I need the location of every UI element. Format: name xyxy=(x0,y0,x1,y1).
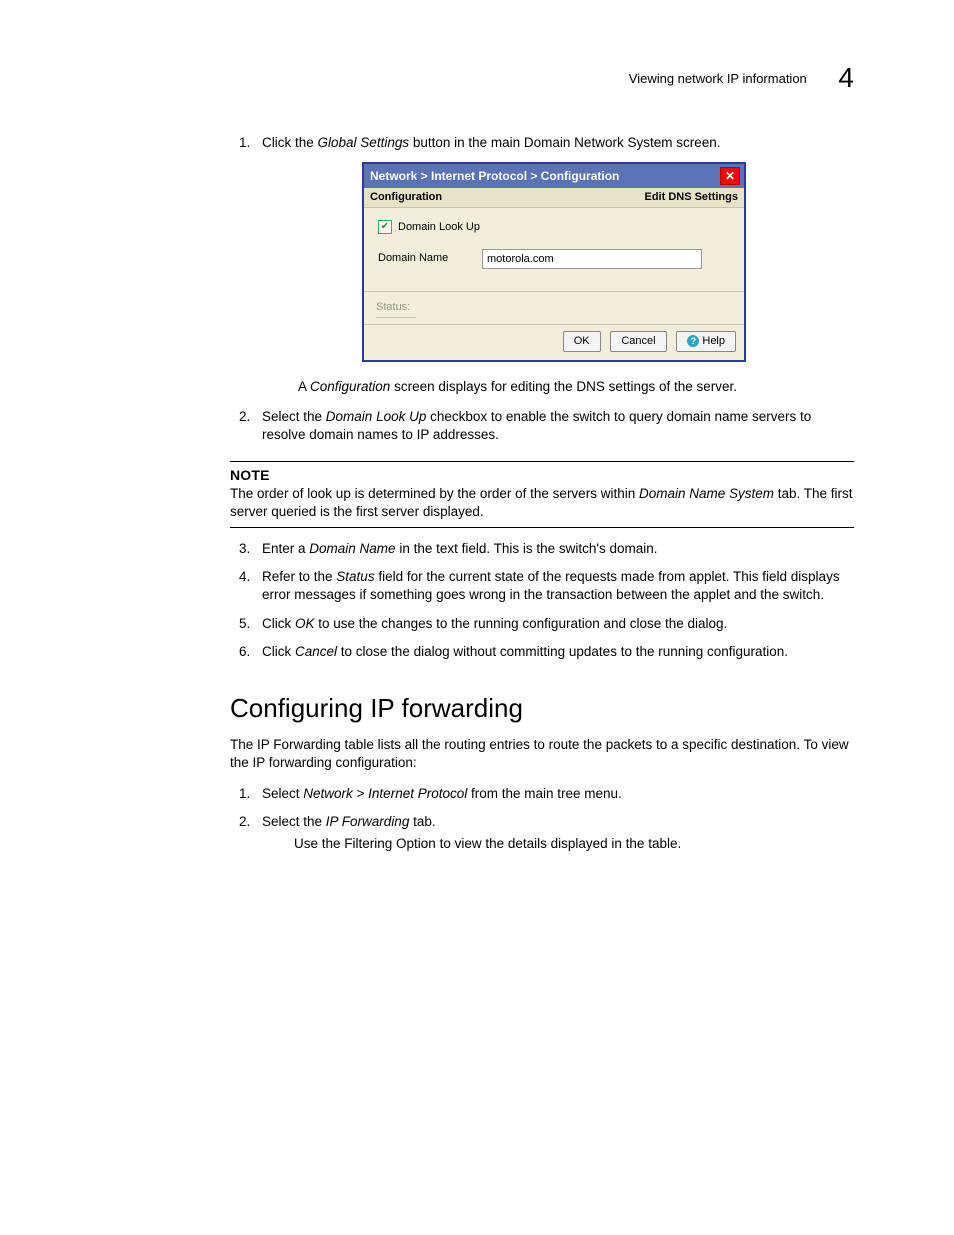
note-block: NOTE The order of look up is determined … xyxy=(230,461,854,528)
subheader-left: Configuration xyxy=(370,190,442,205)
dns-config-dialog: Network > Internet Protocol > Configurat… xyxy=(362,162,746,362)
ipfwd-step-2-sub: Use the Filtering Option to view the det… xyxy=(294,835,854,853)
section-heading: Configuring IP forwarding xyxy=(230,691,854,726)
step-2: Select the Domain Look Up checkbox to en… xyxy=(254,408,854,444)
dialog-caption: A Configuration screen displays for edit… xyxy=(298,378,854,396)
dialog-titlebar: Network > Internet Protocol > Configurat… xyxy=(364,164,744,188)
step-3: Enter a Domain Name in the text field. T… xyxy=(254,540,854,558)
ipfwd-step-1: Select Network > Internet Protocol from … xyxy=(254,785,854,803)
step-4: Refer to the Status field for the curren… xyxy=(254,568,854,604)
subheader-right: Edit DNS Settings xyxy=(644,190,738,205)
close-icon[interactable]: ✕ xyxy=(720,167,740,185)
cancel-button[interactable]: Cancel xyxy=(610,331,666,352)
domain-name-input[interactable]: motorola.com xyxy=(482,249,702,269)
step-1: Click the Global Settings button in the … xyxy=(254,134,854,396)
dialog-status-row: Status: xyxy=(364,291,744,324)
running-header: Viewing network IP information 4 xyxy=(629,62,854,94)
domain-name-label: Domain Name xyxy=(378,251,482,266)
running-title: Viewing network IP information xyxy=(629,71,807,86)
dialog-button-row: OK Cancel ? Help xyxy=(364,324,744,360)
status-label: Status: xyxy=(376,300,416,318)
note-body: The order of look up is determined by th… xyxy=(230,485,854,521)
help-button[interactable]: ? Help xyxy=(676,331,736,352)
step-5: Click OK to use the changes to the runni… xyxy=(254,615,854,633)
section-intro: The IP Forwarding table lists all the ro… xyxy=(230,736,854,772)
domain-lookup-label: Domain Look Up xyxy=(398,220,480,235)
dialog-breadcrumb: Network > Internet Protocol > Configurat… xyxy=(370,168,619,184)
help-icon: ? xyxy=(687,335,699,347)
domain-lookup-checkbox[interactable]: ✔ xyxy=(378,220,392,234)
chapter-number: 4 xyxy=(838,62,854,93)
ok-button[interactable]: OK xyxy=(563,331,601,352)
note-label: NOTE xyxy=(230,466,854,485)
step-6: Click Cancel to close the dialog without… xyxy=(254,643,854,661)
ipfwd-step-2: Select the IP Forwarding tab. Use the Fi… xyxy=(254,813,854,853)
dialog-subheader: Configuration Edit DNS Settings xyxy=(364,188,744,208)
